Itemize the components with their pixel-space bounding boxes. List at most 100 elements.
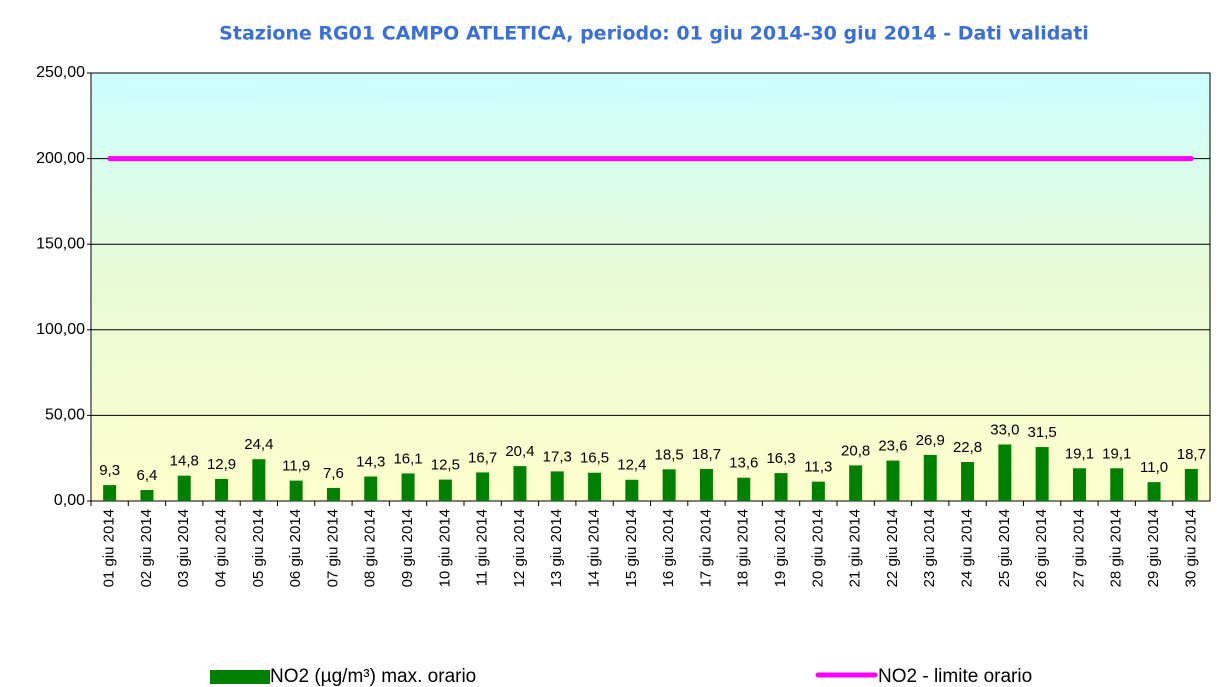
bar [1184,468,1198,501]
bar [289,480,303,501]
data-label: 24,4 [244,436,273,453]
x-tick-label: 03 giu 2014 [175,509,192,587]
bar [1035,447,1049,501]
x-tick-label: 28 giu 2014 [1108,509,1125,587]
y-tick-label: 100,00 [36,321,85,338]
data-label: 18,5 [655,446,684,463]
bar [476,472,490,501]
data-label: 16,1 [393,450,422,467]
x-tick-label: 15 giu 2014 [623,509,640,587]
bar [177,475,191,501]
x-tick-label: 20 giu 2014 [809,509,826,587]
data-label: 14,3 [356,453,385,470]
x-tick-label: 17 giu 2014 [697,509,714,587]
x-tick-label: 26 giu 2014 [1033,509,1050,587]
x-tick-label: 07 giu 2014 [324,509,341,587]
bar [252,459,266,501]
data-label: 20,8 [841,442,870,459]
data-label: 11,3 [804,459,832,476]
x-tick-label: 19 giu 2014 [772,509,789,587]
x-tick-label: 21 giu 2014 [847,509,864,587]
data-label: 22,8 [953,439,982,456]
data-label: 7,6 [323,465,344,482]
bar [215,478,229,501]
bar [140,490,154,501]
bar [550,471,564,501]
x-tick-label: 09 giu 2014 [399,509,416,587]
y-tick-label: 150,00 [36,235,85,252]
data-label: 18,7 [692,446,721,463]
x-tick-label: 27 giu 2014 [1070,509,1087,587]
x-tick-label: 23 giu 2014 [921,509,938,587]
bar [1147,482,1161,501]
chart-title: Stazione RG01 CAMPO ATLETICA, periodo: 0… [219,23,1089,45]
x-tick-label: 24 giu 2014 [959,509,976,587]
data-label: 16,5 [580,450,609,467]
data-label: 9,3 [99,462,120,479]
plot-area [90,72,1211,502]
x-tick-label: 30 giu 2014 [1182,509,1199,587]
data-label: 19,1 [1102,445,1131,462]
x-tick-label: 12 giu 2014 [511,509,528,587]
x-tick-label: 22 giu 2014 [884,509,901,587]
data-label: 26,9 [916,432,945,449]
x-tick-label: 13 giu 2014 [548,509,565,587]
data-label: 13,6 [729,455,758,472]
y-tick-label: 250,00 [36,64,85,81]
x-tick-label: 11 giu 2014 [474,509,491,586]
bar [923,454,937,501]
y-tick-label: 50,00 [45,407,85,424]
data-label: 12,9 [207,456,236,473]
bar [737,477,751,501]
data-label: 18,7 [1177,446,1206,463]
x-tick-label: 18 giu 2014 [735,509,752,587]
legend-label: NO2 (µg/m³) max. orario [270,666,476,687]
bar [886,460,900,501]
bar [998,444,1012,501]
x-tick-label: 14 giu 2014 [586,509,603,587]
data-label: 19,1 [1065,445,1094,462]
data-label: 14,8 [170,453,199,470]
x-tick-label: 05 giu 2014 [250,509,267,587]
data-label: 11,9 [282,458,310,475]
y-tick-label: 200,00 [36,150,85,167]
x-tick-label: 08 giu 2014 [362,509,379,587]
x-tick-label: 29 giu 2014 [1145,509,1162,587]
data-label: 11,0 [1140,459,1168,476]
y-tick-label: 0,00 [54,492,85,509]
bar [699,468,713,501]
data-label: 17,3 [543,448,572,465]
x-tick-label: 01 giu 2014 [101,509,118,587]
data-label: 33,0 [990,421,1019,438]
x-tick-label: 10 giu 2014 [436,509,453,587]
bar [849,465,863,501]
legend-label: NO2 - limite orario [878,666,1032,687]
x-tick-label: 04 giu 2014 [213,509,230,587]
data-label: 12,5 [431,457,460,474]
data-label: 20,4 [505,443,534,460]
x-tick-label: 06 giu 2014 [287,509,304,587]
bar [326,487,340,501]
bar [625,479,639,501]
data-label: 31,5 [1028,424,1057,441]
bar [513,466,527,501]
legend-swatch [210,670,270,684]
x-tick-label: 16 giu 2014 [660,509,677,587]
x-tick-label: 25 giu 2014 [996,509,1013,587]
bar [1072,468,1086,501]
bar [774,473,788,501]
data-label: 16,3 [766,450,795,467]
bar [811,481,825,501]
data-label: 6,4 [137,467,158,484]
bar [438,479,452,501]
bar [1110,468,1124,501]
bar [401,473,415,501]
bar [103,485,117,501]
bar [364,476,378,501]
x-tick-label: 02 giu 2014 [138,509,155,587]
bar [588,472,602,501]
data-label: 23,6 [878,438,907,455]
bar [961,461,975,501]
data-label: 16,7 [468,449,497,466]
